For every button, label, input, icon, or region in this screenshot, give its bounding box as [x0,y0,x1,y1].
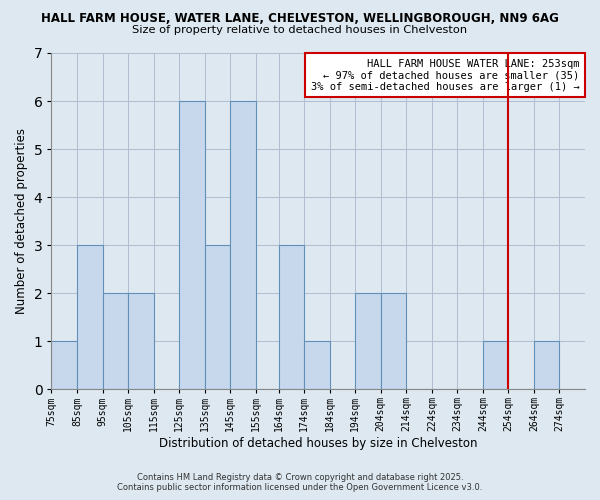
Bar [381,293,406,389]
X-axis label: Distribution of detached houses by size in Chelveston: Distribution of detached houses by size … [159,437,478,450]
Text: Size of property relative to detached houses in Chelveston: Size of property relative to detached ho… [133,25,467,35]
Bar [103,293,128,389]
Text: Contains HM Land Registry data © Crown copyright and database right 2025.
Contai: Contains HM Land Registry data © Crown c… [118,473,482,492]
Bar [179,101,205,389]
Text: HALL FARM HOUSE WATER LANE: 253sqm
← 97% of detached houses are smaller (35)
3% : HALL FARM HOUSE WATER LANE: 253sqm ← 97%… [311,58,580,92]
Bar [205,245,230,389]
Bar [77,245,103,389]
Bar [534,341,559,389]
Bar [128,293,154,389]
Y-axis label: Number of detached properties: Number of detached properties [15,128,28,314]
Bar [355,293,381,389]
Bar [230,101,256,389]
Bar [278,245,304,389]
Bar [483,341,508,389]
Bar [52,341,77,389]
Bar [304,341,330,389]
Text: HALL FARM HOUSE, WATER LANE, CHELVESTON, WELLINGBOROUGH, NN9 6AG: HALL FARM HOUSE, WATER LANE, CHELVESTON,… [41,12,559,26]
